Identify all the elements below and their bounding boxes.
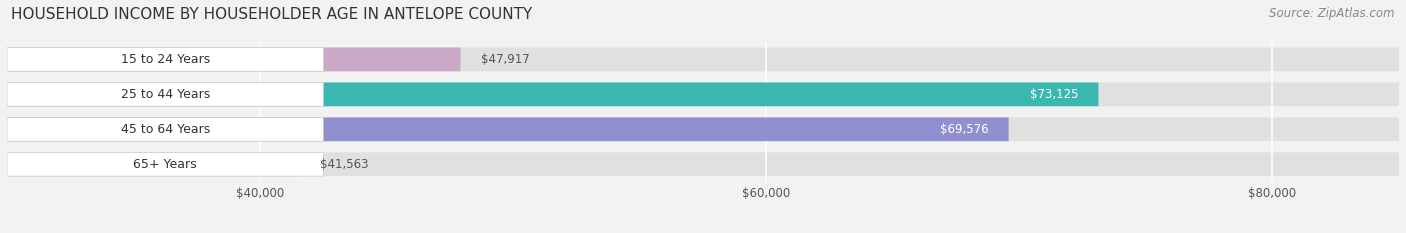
- Text: 15 to 24 Years: 15 to 24 Years: [121, 53, 209, 66]
- Text: 65+ Years: 65+ Years: [134, 158, 197, 171]
- Text: $73,125: $73,125: [1029, 88, 1078, 101]
- FancyBboxPatch shape: [7, 82, 323, 106]
- FancyBboxPatch shape: [7, 48, 461, 71]
- Text: Source: ZipAtlas.com: Source: ZipAtlas.com: [1270, 7, 1395, 20]
- FancyBboxPatch shape: [7, 117, 1399, 141]
- FancyBboxPatch shape: [7, 152, 1399, 176]
- Text: $41,563: $41,563: [321, 158, 368, 171]
- FancyBboxPatch shape: [7, 117, 323, 141]
- FancyBboxPatch shape: [7, 117, 1008, 141]
- Text: $69,576: $69,576: [939, 123, 988, 136]
- Text: 25 to 44 Years: 25 to 44 Years: [121, 88, 209, 101]
- FancyBboxPatch shape: [7, 152, 323, 176]
- FancyBboxPatch shape: [7, 82, 1098, 106]
- FancyBboxPatch shape: [7, 152, 299, 176]
- Text: 45 to 64 Years: 45 to 64 Years: [121, 123, 209, 136]
- FancyBboxPatch shape: [7, 48, 323, 71]
- FancyBboxPatch shape: [7, 82, 1399, 106]
- Text: HOUSEHOLD INCOME BY HOUSEHOLDER AGE IN ANTELOPE COUNTY: HOUSEHOLD INCOME BY HOUSEHOLDER AGE IN A…: [11, 7, 533, 22]
- FancyBboxPatch shape: [7, 48, 1399, 71]
- Text: $47,917: $47,917: [481, 53, 530, 66]
